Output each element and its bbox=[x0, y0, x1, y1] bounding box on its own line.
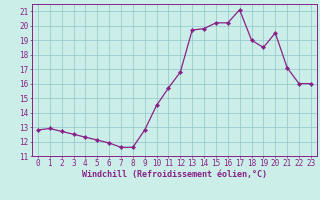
X-axis label: Windchill (Refroidissement éolien,°C): Windchill (Refroidissement éolien,°C) bbox=[82, 170, 267, 179]
